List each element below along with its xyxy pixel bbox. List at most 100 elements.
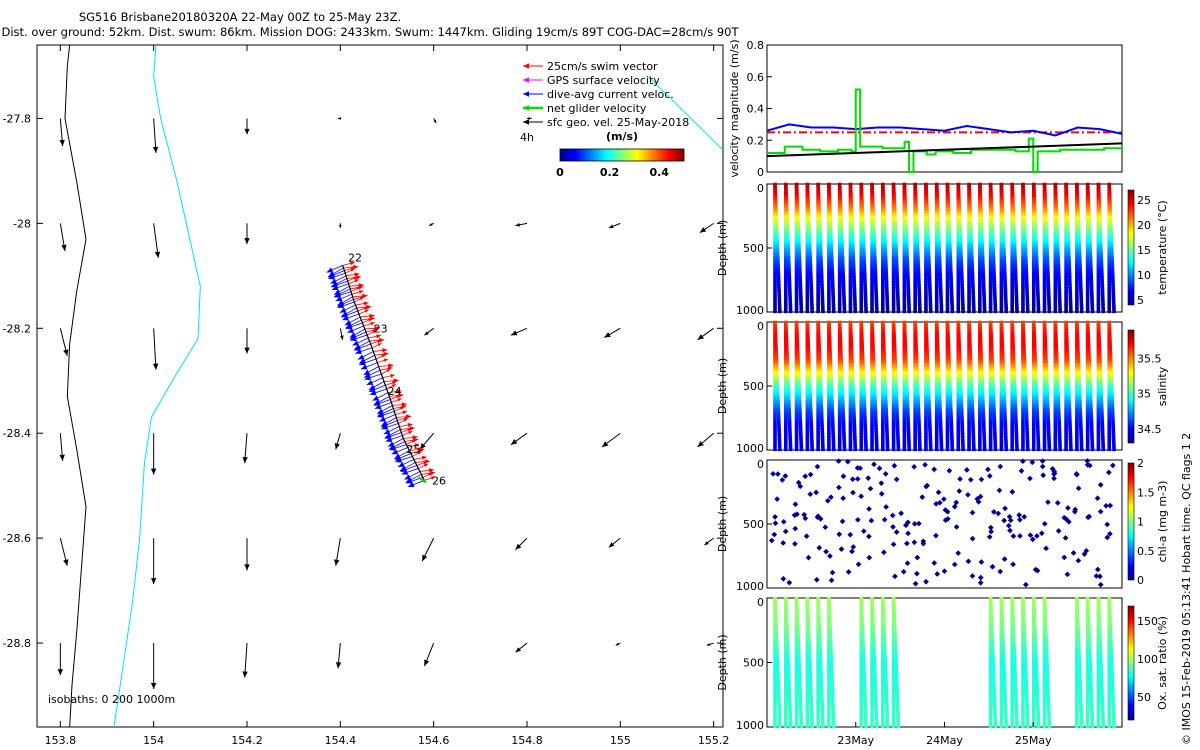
profile-marker bbox=[774, 349, 778, 353]
profile-marker bbox=[947, 222, 951, 226]
profile-marker bbox=[773, 284, 777, 288]
profile-marker bbox=[808, 256, 812, 260]
profile-marker bbox=[850, 222, 854, 226]
profile-marker bbox=[794, 416, 799, 421]
profile-marker bbox=[936, 357, 940, 362]
profile-marker bbox=[881, 196, 886, 201]
dac-vector-18-head bbox=[342, 315, 349, 321]
profile-marker bbox=[799, 441, 803, 446]
profile-marker bbox=[863, 287, 868, 291]
profile-marker bbox=[828, 222, 833, 226]
profile-marker bbox=[797, 405, 802, 409]
profile-marker bbox=[819, 261, 823, 266]
profile-marker bbox=[787, 284, 792, 288]
vel-ytick-label-0: 0 bbox=[757, 166, 764, 179]
profile-marker bbox=[820, 439, 825, 443]
profile-marker bbox=[916, 394, 920, 398]
profile-marker bbox=[1031, 278, 1036, 283]
profile-marker bbox=[816, 379, 820, 384]
profile-marker bbox=[945, 436, 950, 440]
profile-marker bbox=[972, 309, 976, 314]
profile-marker bbox=[816, 272, 820, 277]
profile-marker bbox=[1097, 211, 1102, 215]
profile-marker bbox=[773, 405, 777, 409]
profile-marker bbox=[934, 382, 939, 387]
profile-marker bbox=[949, 430, 954, 435]
profile-marker bbox=[1096, 281, 1101, 285]
profile-marker bbox=[934, 394, 939, 398]
dac-vector-51-head bbox=[381, 424, 389, 430]
profile-marker bbox=[849, 349, 854, 353]
profile-marker bbox=[859, 261, 864, 266]
profile-marker bbox=[891, 405, 896, 409]
profile-marker bbox=[924, 377, 928, 381]
profile-marker bbox=[902, 309, 907, 314]
profile-marker bbox=[1085, 239, 1090, 243]
profile-marker bbox=[905, 261, 910, 266]
profile-marker bbox=[1087, 233, 1092, 238]
profile-marker bbox=[1021, 233, 1025, 238]
profile-marker bbox=[1021, 182, 1025, 187]
profile-marker bbox=[1035, 287, 1040, 291]
profile-marker bbox=[1075, 301, 1079, 305]
profile-marker bbox=[785, 219, 789, 224]
profile-marker bbox=[960, 292, 965, 297]
profile-marker bbox=[902, 382, 907, 387]
profile-marker bbox=[902, 250, 907, 255]
profile-marker bbox=[859, 267, 864, 271]
profile-marker bbox=[881, 396, 885, 401]
profile-marker bbox=[788, 439, 793, 443]
profile-marker bbox=[881, 402, 885, 407]
profile-marker bbox=[784, 188, 788, 193]
profile-marker bbox=[837, 385, 842, 390]
profile-marker bbox=[1079, 289, 1083, 294]
profile-marker bbox=[949, 281, 954, 285]
profile-marker bbox=[805, 182, 810, 187]
profile-marker bbox=[884, 272, 889, 277]
profile-marker bbox=[988, 301, 993, 305]
profile-marker bbox=[794, 270, 799, 274]
profile-marker bbox=[783, 247, 788, 252]
profile-marker bbox=[925, 205, 929, 209]
profile-marker bbox=[905, 391, 909, 395]
profile-marker bbox=[1004, 301, 1008, 305]
profile-marker bbox=[1053, 298, 1058, 302]
profile-marker bbox=[809, 427, 814, 432]
profile-marker bbox=[852, 289, 857, 294]
profile-marker bbox=[842, 436, 846, 440]
profile-marker bbox=[991, 264, 996, 269]
profile-marker bbox=[893, 360, 897, 364]
profile-marker bbox=[946, 329, 950, 333]
profile-marker bbox=[808, 258, 813, 263]
profile-marker bbox=[982, 289, 986, 294]
profile-marker bbox=[968, 213, 973, 218]
profile-marker bbox=[837, 444, 842, 449]
sec-ylabel-0: Depth (m) bbox=[716, 220, 729, 276]
profile-marker bbox=[913, 301, 917, 305]
profile-marker bbox=[820, 436, 825, 440]
profile-marker bbox=[947, 241, 952, 246]
profile-marker bbox=[902, 323, 907, 328]
profile-marker bbox=[913, 230, 917, 235]
profile-marker bbox=[1089, 278, 1094, 283]
profile-marker bbox=[1031, 258, 1036, 263]
profile-marker bbox=[950, 436, 954, 440]
profile-marker bbox=[774, 213, 778, 218]
profile-marker bbox=[1036, 295, 1040, 300]
geo-vector-34-head bbox=[422, 554, 428, 562]
profile-marker bbox=[902, 320, 907, 325]
profile-marker bbox=[927, 272, 932, 277]
profile-marker bbox=[851, 394, 856, 398]
profile-marker bbox=[777, 441, 782, 446]
profile-marker bbox=[1096, 253, 1101, 257]
profile-marker bbox=[913, 306, 917, 311]
profile-marker bbox=[1000, 208, 1005, 212]
profile-marker bbox=[875, 309, 879, 314]
profile-marker bbox=[883, 236, 887, 240]
profile-marker bbox=[784, 208, 789, 212]
profile-marker bbox=[797, 391, 802, 395]
profile-marker bbox=[892, 332, 896, 336]
profile-marker bbox=[916, 413, 921, 418]
profile-marker bbox=[864, 303, 868, 308]
profile-marker bbox=[795, 211, 800, 215]
